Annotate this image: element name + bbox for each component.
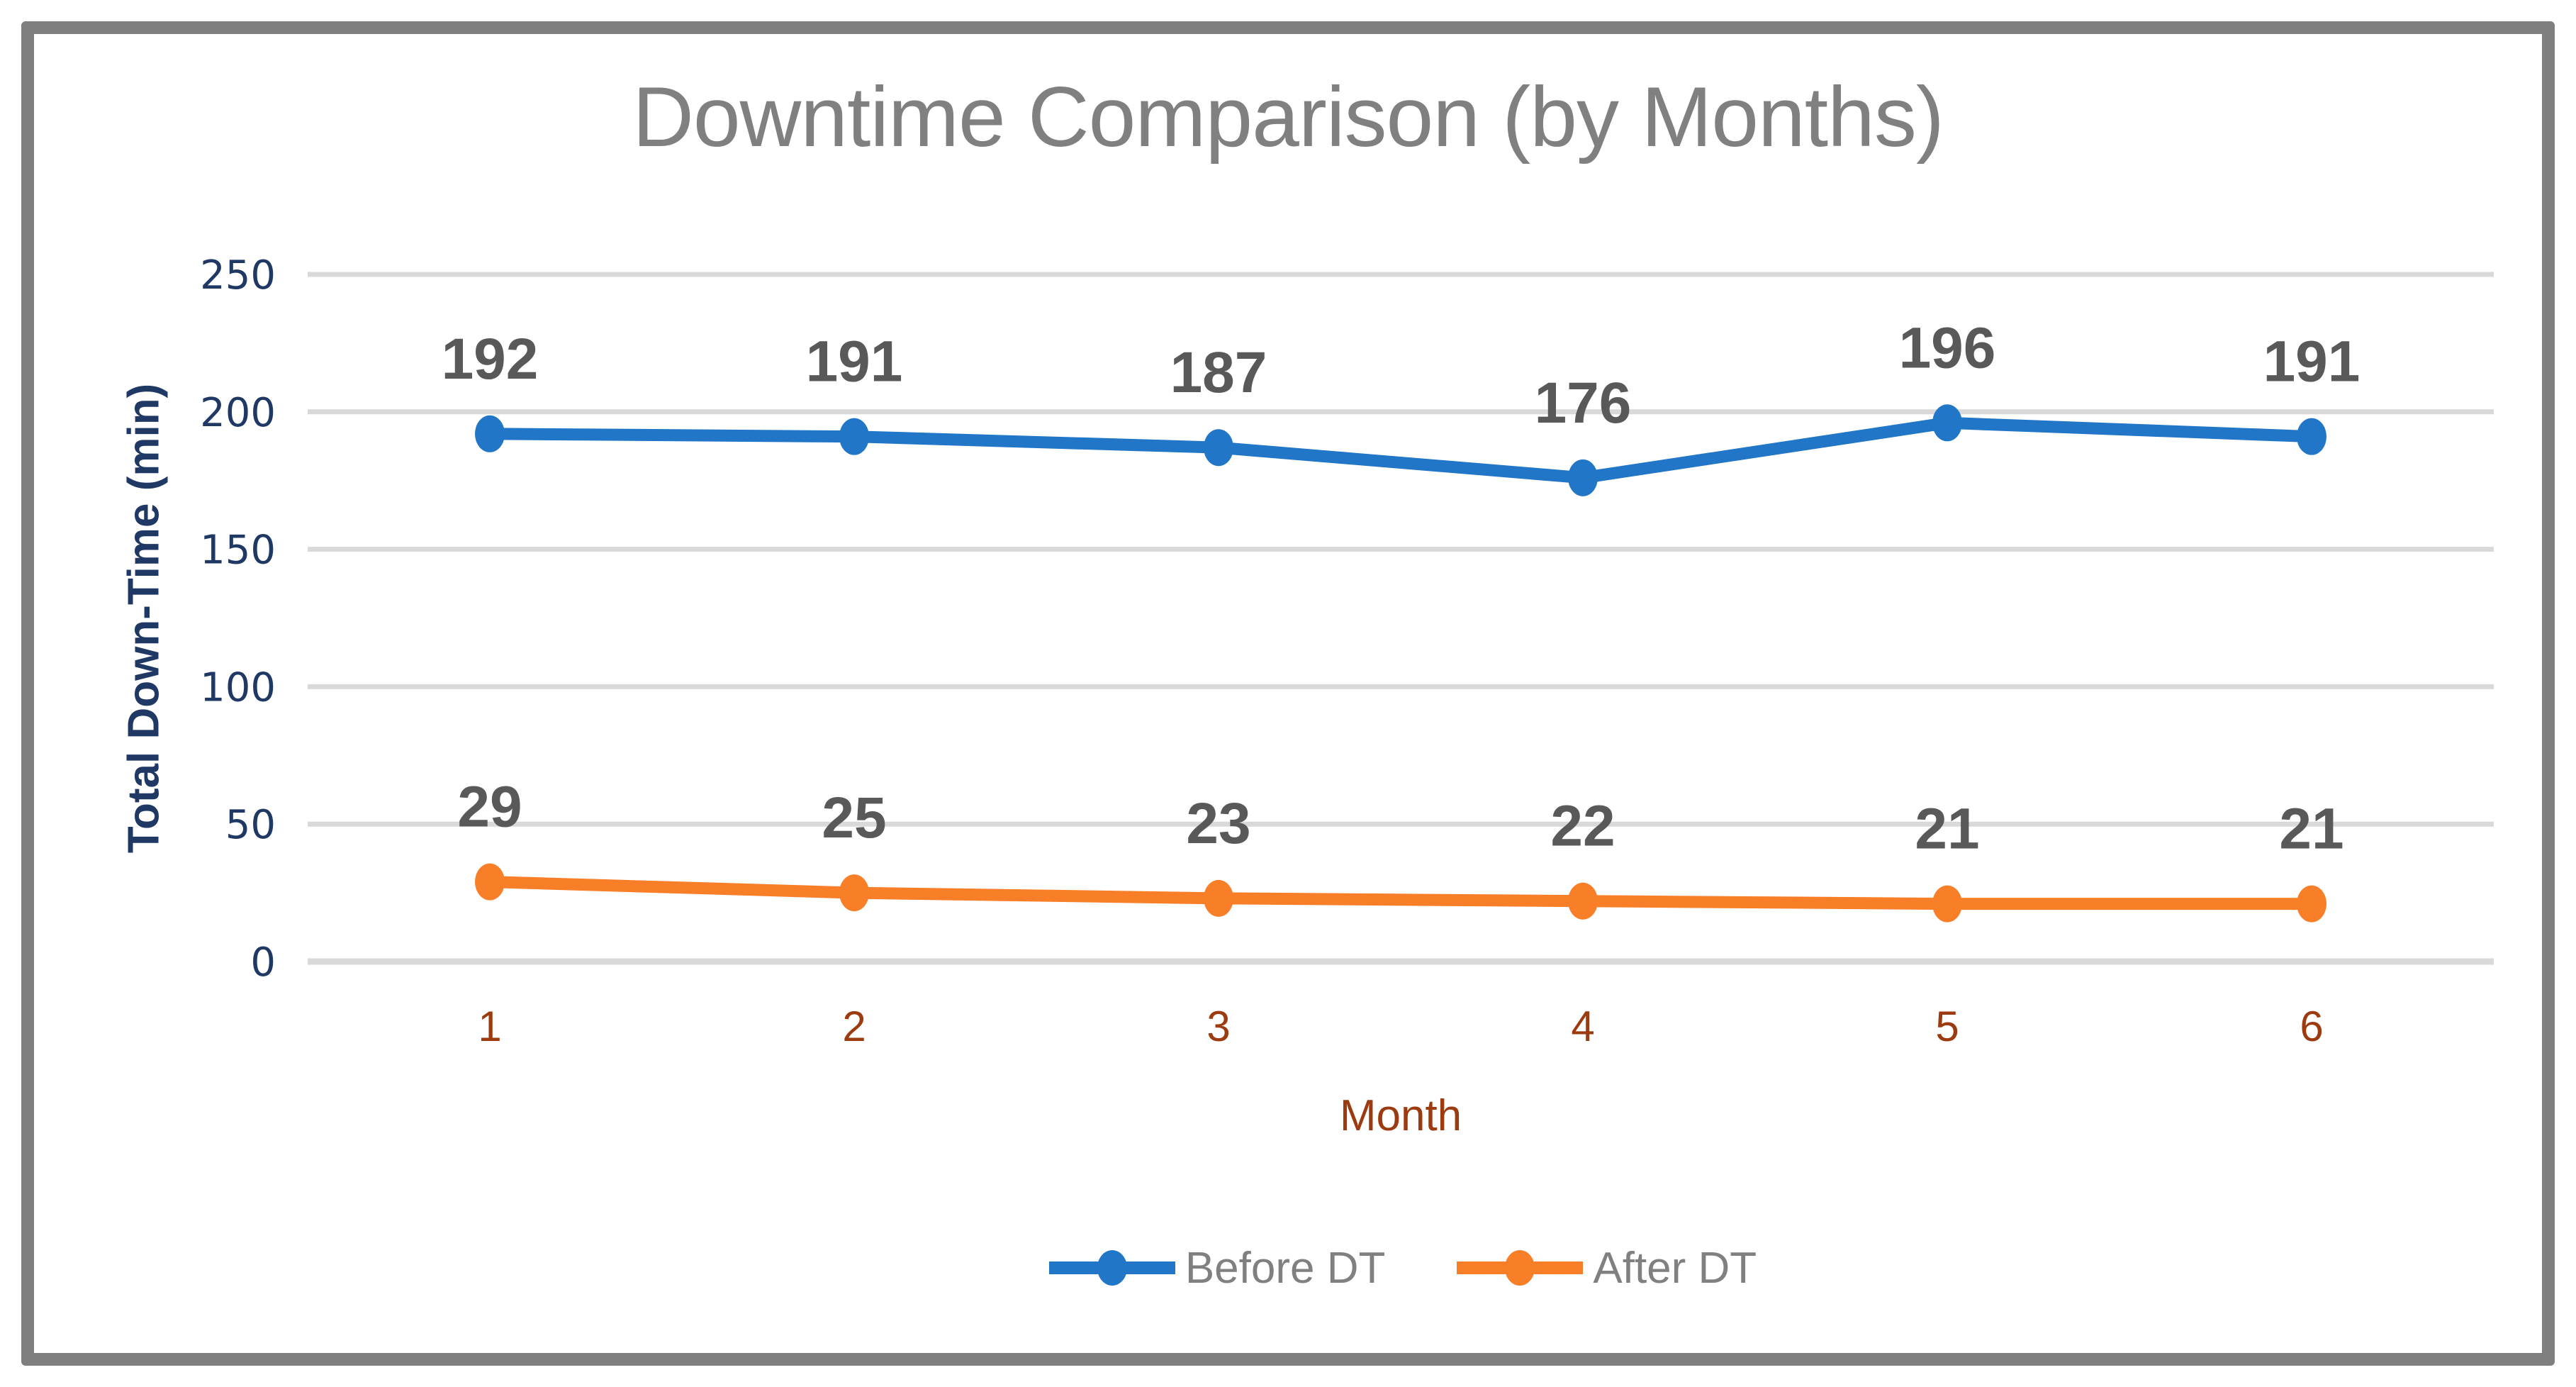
data-label-before-dt-3: 187: [1170, 340, 1267, 405]
legend-marker-before-dt-icon: [1048, 1250, 1175, 1286]
data-label-after-dt-4: 22: [1550, 794, 1615, 859]
data-label-after-dt-3: 23: [1186, 791, 1250, 856]
marker-before-dt-1: [475, 415, 505, 452]
legend-dot-swatch: [1097, 1250, 1127, 1286]
legend-marker-after-dt-icon: [1457, 1250, 1584, 1286]
x-tick-label-2: 2: [842, 1003, 866, 1050]
marker-after-dt-4: [1568, 882, 1598, 920]
series-line-after-dt: [483, 876, 2318, 910]
data-label-before-dt-2: 191: [806, 330, 903, 394]
x-tick-label-1: 1: [478, 1003, 501, 1050]
legend-label-before-dt: Before DT: [1185, 1243, 1386, 1293]
x-tick-label-4: 4: [1571, 1003, 1594, 1050]
data-label-before-dt-4: 176: [1535, 371, 1632, 435]
legend-dot-swatch: [1505, 1250, 1535, 1286]
data-label-after-dt-2: 25: [822, 786, 886, 850]
marker-before-dt-6: [2297, 418, 2326, 455]
figure-border-frame: [21, 21, 2555, 1366]
legend: Before DT After DT: [308, 1242, 2494, 1293]
y-tick-label-250: 250: [200, 252, 276, 299]
marker-after-dt-6: [2297, 885, 2326, 923]
y-tick-label-0: 0: [250, 940, 276, 986]
chart-title: Downtime Comparison (by Months): [632, 69, 1944, 165]
x-axis-title: Month: [1339, 1091, 1462, 1140]
data-label-before-dt-5: 196: [1899, 316, 1996, 380]
marker-before-dt-4: [1568, 459, 1598, 496]
x-tick-label-5: 5: [1935, 1003, 1959, 1050]
data-label-after-dt-5: 21: [1915, 797, 1979, 862]
legend-item-before-dt: Before DT: [1045, 1243, 1386, 1293]
legend-label-after-dt: After DT: [1593, 1243, 1757, 1293]
y-tick-label-50: 50: [225, 802, 276, 848]
data-label-before-dt-6: 191: [2263, 330, 2361, 394]
y-tick-label-100: 100: [200, 664, 276, 711]
marker-after-dt-5: [1932, 885, 1962, 923]
marker-after-dt-1: [475, 863, 505, 901]
marker-after-dt-2: [839, 874, 869, 912]
data-label-after-dt-6: 21: [2279, 797, 2343, 862]
data-label-before-dt-1: 192: [442, 327, 539, 391]
x-tick-label-3: 3: [1206, 1003, 1230, 1050]
y-tick-label-150: 150: [200, 528, 276, 574]
y-tick-label-200: 200: [200, 390, 276, 436]
marker-before-dt-5: [1932, 404, 1962, 442]
data-label-after-dt-1: 29: [457, 775, 522, 840]
marker-before-dt-3: [1204, 429, 1233, 467]
x-tick-label-6: 6: [2300, 1003, 2323, 1050]
marker-before-dt-2: [839, 418, 869, 455]
legend-item-after-dt: After DT: [1452, 1243, 1757, 1293]
marker-after-dt-3: [1204, 879, 1233, 917]
series-line-before-dt: [483, 416, 2318, 484]
